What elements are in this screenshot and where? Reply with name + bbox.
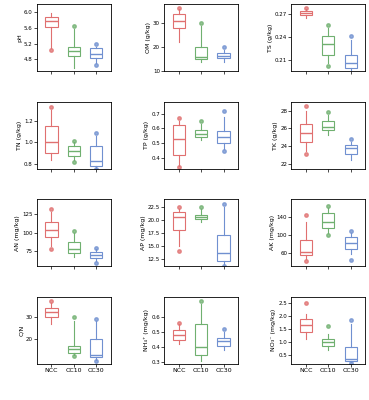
PathPatch shape: [217, 132, 230, 144]
PathPatch shape: [45, 126, 58, 153]
Y-axis label: AK (mg/kg): AK (mg/kg): [270, 215, 275, 250]
PathPatch shape: [300, 124, 312, 142]
PathPatch shape: [195, 47, 207, 59]
Y-axis label: OM (g/kg): OM (g/kg): [146, 22, 151, 53]
PathPatch shape: [45, 222, 58, 237]
Y-axis label: NO₃⁻ (mg/kg): NO₃⁻ (mg/kg): [271, 309, 276, 352]
PathPatch shape: [322, 340, 334, 346]
PathPatch shape: [195, 215, 207, 219]
Y-axis label: AP (mg/kg): AP (mg/kg): [141, 216, 146, 250]
PathPatch shape: [345, 55, 357, 68]
PathPatch shape: [345, 145, 357, 154]
PathPatch shape: [195, 324, 207, 355]
PathPatch shape: [45, 17, 58, 27]
PathPatch shape: [300, 240, 312, 255]
PathPatch shape: [322, 36, 334, 55]
Y-axis label: NH₄⁺ (mg/kg): NH₄⁺ (mg/kg): [144, 309, 149, 351]
PathPatch shape: [345, 237, 357, 249]
PathPatch shape: [68, 242, 80, 253]
PathPatch shape: [300, 319, 312, 332]
PathPatch shape: [217, 235, 230, 261]
PathPatch shape: [345, 347, 357, 362]
PathPatch shape: [68, 346, 80, 353]
PathPatch shape: [173, 330, 185, 340]
PathPatch shape: [217, 338, 230, 346]
PathPatch shape: [90, 146, 103, 166]
PathPatch shape: [322, 121, 334, 130]
PathPatch shape: [173, 126, 185, 156]
PathPatch shape: [45, 308, 58, 317]
PathPatch shape: [195, 130, 207, 138]
PathPatch shape: [68, 47, 80, 56]
Y-axis label: pH: pH: [17, 33, 22, 42]
PathPatch shape: [322, 214, 334, 228]
Y-axis label: AN (mg/kg): AN (mg/kg): [15, 215, 20, 251]
Y-axis label: TK (g/kg): TK (g/kg): [273, 121, 278, 150]
PathPatch shape: [90, 252, 103, 258]
PathPatch shape: [300, 11, 312, 16]
Y-axis label: C/N: C/N: [19, 325, 24, 336]
PathPatch shape: [173, 14, 185, 28]
PathPatch shape: [68, 146, 80, 156]
PathPatch shape: [173, 212, 185, 230]
PathPatch shape: [217, 53, 230, 58]
Y-axis label: TP (g/kg): TP (g/kg): [144, 121, 149, 149]
PathPatch shape: [90, 48, 103, 58]
Y-axis label: TS (g/kg): TS (g/kg): [268, 24, 273, 52]
Y-axis label: TN (g/kg): TN (g/kg): [17, 120, 22, 150]
PathPatch shape: [90, 339, 103, 357]
